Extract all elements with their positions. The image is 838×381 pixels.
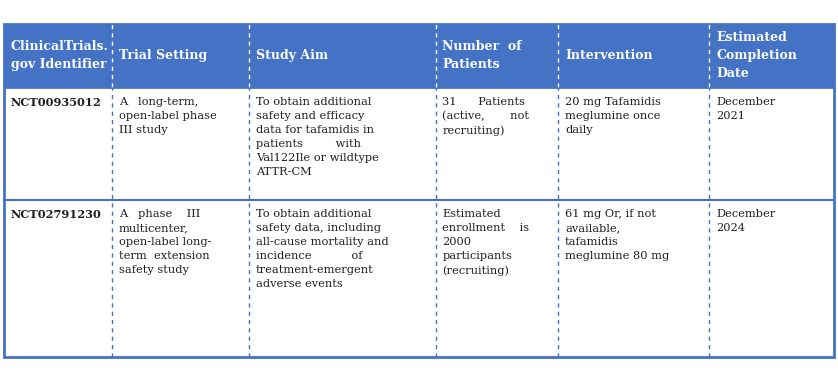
Text: Number  of
Patients: Number of Patients bbox=[442, 40, 522, 71]
Text: NCT02791230: NCT02791230 bbox=[11, 209, 101, 220]
Text: To obtain additional
safety and efficacy
data for tafamidis in
patients         : To obtain additional safety and efficacy… bbox=[256, 96, 379, 176]
Text: A   long-term,
open-label phase
III study: A long-term, open-label phase III study bbox=[119, 96, 216, 134]
Bar bbox=[558, 87, 710, 200]
Bar bbox=[709, 87, 834, 200]
Text: December
2024: December 2024 bbox=[716, 209, 775, 233]
Text: Trial Setting: Trial Setting bbox=[119, 49, 207, 62]
Text: ClinicalTrials.
gov Identifier: ClinicalTrials. gov Identifier bbox=[11, 40, 109, 71]
Bar bbox=[4, 24, 112, 87]
Bar bbox=[112, 24, 249, 87]
Text: December
2021: December 2021 bbox=[716, 96, 775, 120]
Bar bbox=[709, 24, 834, 87]
Bar bbox=[558, 200, 710, 357]
Text: To obtain additional
safety data, including
all-cause mortality and
incidence   : To obtain additional safety data, includ… bbox=[256, 209, 388, 289]
Bar bbox=[4, 24, 834, 357]
Bar bbox=[249, 87, 436, 200]
Text: 31      Patients
(active,       not
recruiting): 31 Patients (active, not recruiting) bbox=[442, 96, 530, 136]
Text: Estimated
Completion
Date: Estimated Completion Date bbox=[716, 31, 797, 80]
Bar bbox=[249, 200, 436, 357]
Bar bbox=[112, 87, 249, 200]
Bar bbox=[112, 200, 249, 357]
Bar bbox=[709, 200, 834, 357]
Text: Study Aim: Study Aim bbox=[256, 49, 328, 62]
Text: Estimated
enrollment    is
2000
participants
(recruiting): Estimated enrollment is 2000 participant… bbox=[442, 209, 530, 276]
Text: 20 mg Tafamidis
meglumine once
daily: 20 mg Tafamidis meglumine once daily bbox=[565, 96, 661, 134]
Text: Intervention: Intervention bbox=[565, 49, 653, 62]
Bar bbox=[4, 200, 112, 357]
Bar bbox=[436, 87, 558, 200]
Text: 61 mg Or, if not
available,
tafamidis
meglumine 80 mg: 61 mg Or, if not available, tafamidis me… bbox=[565, 209, 670, 261]
Bar bbox=[436, 200, 558, 357]
Bar bbox=[249, 24, 436, 87]
Text: A   phase    III
multicenter,
open-label long-
term  extension
safety study: A phase III multicenter, open-label long… bbox=[119, 209, 211, 275]
Bar bbox=[436, 24, 558, 87]
Bar bbox=[4, 87, 112, 200]
Bar bbox=[558, 24, 710, 87]
Text: NCT00935012: NCT00935012 bbox=[11, 96, 101, 107]
